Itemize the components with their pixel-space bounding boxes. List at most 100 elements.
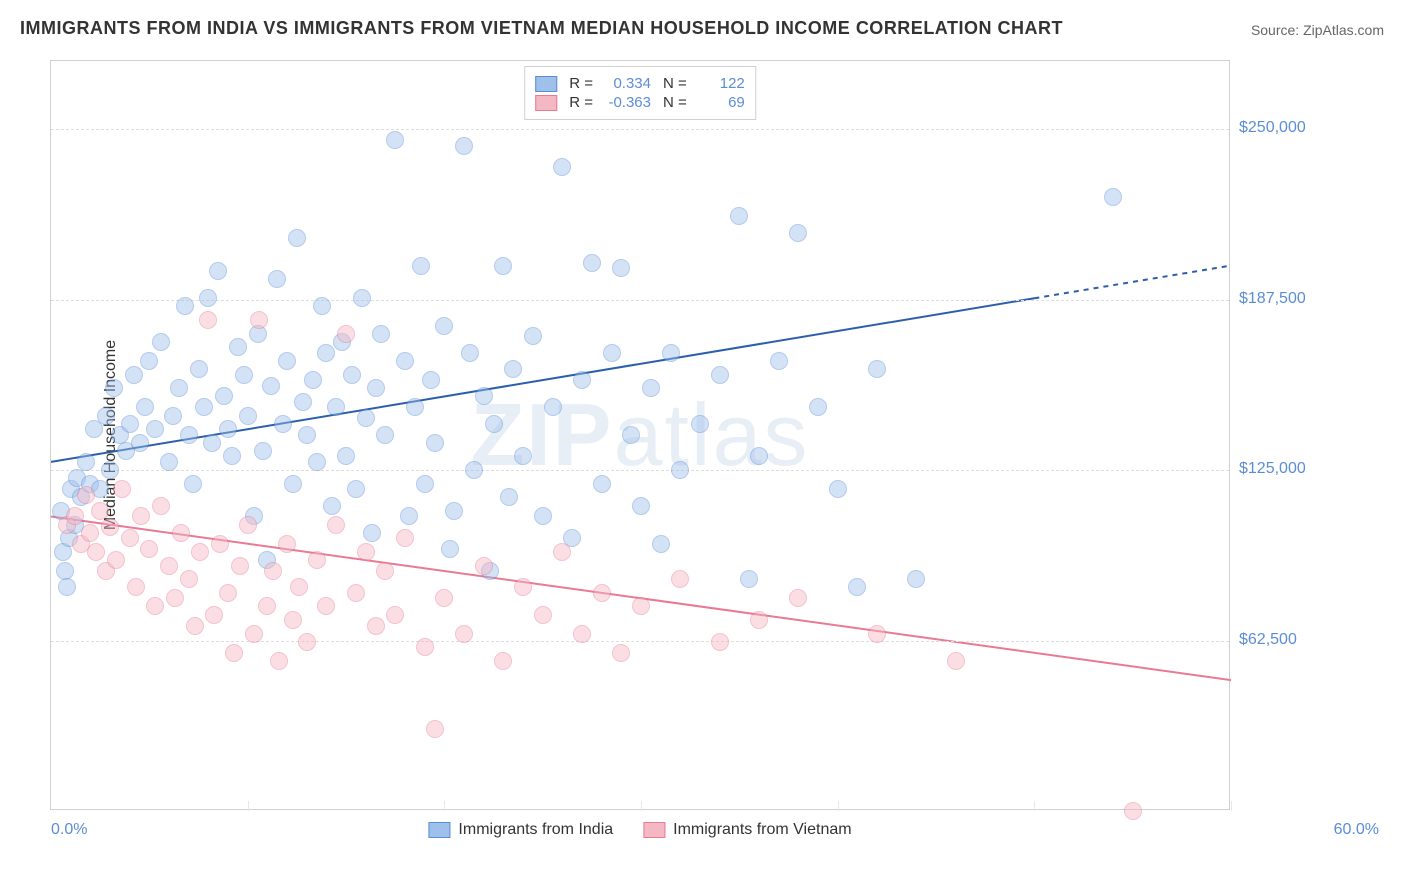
data-point xyxy=(632,497,650,515)
data-point xyxy=(347,480,365,498)
data-point xyxy=(809,398,827,416)
data-point xyxy=(396,352,414,370)
data-point xyxy=(77,486,95,504)
data-point xyxy=(504,360,522,378)
data-point xyxy=(264,562,282,580)
data-point xyxy=(101,518,119,536)
data-point xyxy=(250,311,268,329)
y-tick-label: $250,000 xyxy=(1239,119,1379,137)
data-point xyxy=(140,540,158,558)
data-point xyxy=(327,398,345,416)
data-point xyxy=(524,327,542,345)
data-point xyxy=(308,551,326,569)
data-point xyxy=(215,387,233,405)
x-axis-min-label: 0.0% xyxy=(51,821,87,839)
data-point xyxy=(327,516,345,534)
data-point xyxy=(152,497,170,515)
series-name-india: Immigrants from India xyxy=(458,821,613,839)
data-point xyxy=(101,461,119,479)
data-point xyxy=(400,507,418,525)
chart-title: IMMIGRANTS FROM INDIA VS IMMIGRANTS FROM… xyxy=(20,18,1063,39)
data-point xyxy=(308,453,326,471)
x-tick xyxy=(1034,801,1035,811)
data-point xyxy=(372,325,390,343)
legend-row-india: R = 0.334 N = 122 xyxy=(535,75,745,92)
data-point xyxy=(294,393,312,411)
data-point xyxy=(435,589,453,607)
data-point xyxy=(534,507,552,525)
n-value-india: 122 xyxy=(695,75,745,92)
data-point xyxy=(829,480,847,498)
data-point xyxy=(229,338,247,356)
data-point xyxy=(274,415,292,433)
data-point xyxy=(91,502,109,520)
data-point xyxy=(97,407,115,425)
x-tick xyxy=(444,801,445,811)
data-point xyxy=(235,366,253,384)
data-point xyxy=(170,379,188,397)
data-point xyxy=(465,461,483,479)
data-point xyxy=(500,488,518,506)
data-point xyxy=(386,131,404,149)
x-tick xyxy=(1231,801,1232,811)
data-point xyxy=(730,207,748,225)
data-point xyxy=(1124,802,1142,820)
data-point xyxy=(612,259,630,277)
data-point xyxy=(132,507,150,525)
data-point xyxy=(278,352,296,370)
data-point xyxy=(461,344,479,362)
x-tick xyxy=(641,801,642,811)
trend-line xyxy=(1034,266,1231,299)
data-point xyxy=(105,379,123,397)
data-point xyxy=(125,366,143,384)
data-point xyxy=(416,475,434,493)
data-point xyxy=(284,611,302,629)
data-point xyxy=(152,333,170,351)
data-point xyxy=(290,578,308,596)
data-point xyxy=(435,317,453,335)
data-point xyxy=(426,434,444,452)
data-point xyxy=(199,289,217,307)
data-point xyxy=(107,551,125,569)
data-point xyxy=(426,720,444,738)
data-point xyxy=(190,360,208,378)
data-point xyxy=(376,426,394,444)
data-point xyxy=(947,652,965,670)
data-point xyxy=(750,611,768,629)
data-point xyxy=(127,578,145,596)
gridline-h xyxy=(51,129,1229,130)
data-point xyxy=(671,570,689,588)
data-point xyxy=(131,434,149,452)
data-point xyxy=(278,535,296,553)
data-point xyxy=(225,644,243,662)
data-point xyxy=(337,447,355,465)
y-tick-label: $62,500 xyxy=(1239,631,1379,649)
data-point xyxy=(209,262,227,280)
data-point xyxy=(353,289,371,307)
data-point xyxy=(343,366,361,384)
gridline-h xyxy=(51,641,1229,642)
swatch-india xyxy=(535,76,557,92)
data-point xyxy=(113,480,131,498)
data-point xyxy=(386,606,404,624)
data-point xyxy=(176,297,194,315)
data-point xyxy=(146,597,164,615)
data-point xyxy=(136,398,154,416)
data-point xyxy=(475,387,493,405)
data-point xyxy=(317,344,335,362)
data-point xyxy=(367,617,385,635)
data-point xyxy=(455,625,473,643)
data-point xyxy=(603,344,621,362)
data-point xyxy=(219,420,237,438)
data-point xyxy=(223,447,241,465)
data-point xyxy=(219,584,237,602)
data-point xyxy=(87,543,105,561)
data-point xyxy=(199,311,217,329)
data-point xyxy=(534,606,552,624)
data-point xyxy=(514,447,532,465)
data-point xyxy=(750,447,768,465)
legend-item-india: Immigrants from India xyxy=(428,821,613,839)
data-point xyxy=(203,434,221,452)
data-point xyxy=(160,557,178,575)
data-point xyxy=(363,524,381,542)
